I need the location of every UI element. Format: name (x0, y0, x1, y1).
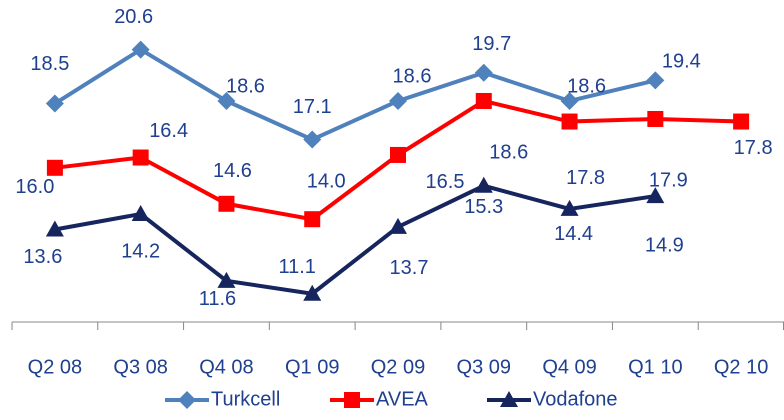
marker (344, 392, 360, 408)
marker (304, 211, 321, 228)
marker (45, 94, 64, 113)
legend-label: Vodafone (533, 388, 618, 410)
marker (474, 176, 493, 193)
data-label: 20.6 (114, 6, 153, 28)
marker (561, 113, 578, 130)
data-label: 18.6 (567, 75, 606, 97)
x-tick-label: Q1 10 (628, 356, 682, 378)
marker (646, 187, 665, 204)
data-label: 17.8 (566, 167, 605, 189)
data-label: 14.9 (645, 234, 684, 256)
marker (178, 391, 196, 409)
data-label: 14.0 (307, 170, 346, 192)
data-label: 11.1 (278, 256, 315, 278)
data-label: 14.6 (213, 160, 252, 182)
data-label: 16.4 (149, 120, 188, 142)
legend-label: AVEA (376, 388, 429, 410)
marker (303, 284, 322, 301)
marker (389, 91, 407, 110)
data-label: 17.8 (734, 137, 773, 159)
data-label: 16.5 (426, 171, 465, 193)
x-tick-label: Q3 08 (113, 356, 167, 378)
x-tick-label: Q3 09 (457, 356, 511, 378)
data-label: 17.1 (293, 96, 332, 118)
marker (389, 217, 407, 234)
data-label: 14.2 (121, 240, 160, 262)
series-line (54, 183, 656, 296)
data-label: 13.6 (23, 246, 62, 268)
data-label: 11.6 (199, 288, 236, 310)
data-label: 19.7 (472, 33, 511, 55)
marker (217, 271, 236, 288)
data-label: 17.9 (649, 169, 688, 191)
x-tick-label: Q2 10 (714, 356, 768, 378)
x-tick-label: Q2 08 (28, 356, 82, 378)
series-line (53, 47, 656, 142)
data-label: 18.5 (30, 53, 69, 75)
marker (560, 199, 579, 216)
marker (46, 159, 63, 176)
marker (647, 110, 664, 127)
data-label: 18.6 (489, 141, 528, 163)
x-tick-label: Q2 09 (371, 356, 425, 378)
legend-label: Turkcell (211, 388, 280, 410)
marker (475, 92, 492, 109)
marker (131, 40, 150, 59)
marker (218, 195, 235, 212)
x-tick-label: Q4 09 (542, 356, 596, 378)
marker (646, 71, 665, 90)
marker (500, 391, 518, 407)
marker (733, 113, 750, 130)
data-label: 18.6 (226, 75, 265, 97)
marker (132, 149, 149, 166)
marker (303, 130, 322, 149)
data-label: 16.0 (15, 176, 54, 198)
data-label: 15.3 (464, 196, 503, 218)
marker (131, 205, 150, 222)
x-tick-label: Q1 09 (285, 356, 339, 378)
marker (560, 91, 579, 110)
marker (390, 146, 406, 163)
data-label: 19.4 (662, 51, 701, 73)
marker (45, 220, 64, 237)
marker (217, 91, 236, 110)
x-tick-label: Q4 08 (199, 356, 253, 378)
data-label: 18.6 (393, 65, 432, 87)
data-label: 14.4 (554, 223, 593, 245)
data-label: 13.7 (390, 257, 429, 279)
marker (474, 63, 493, 82)
